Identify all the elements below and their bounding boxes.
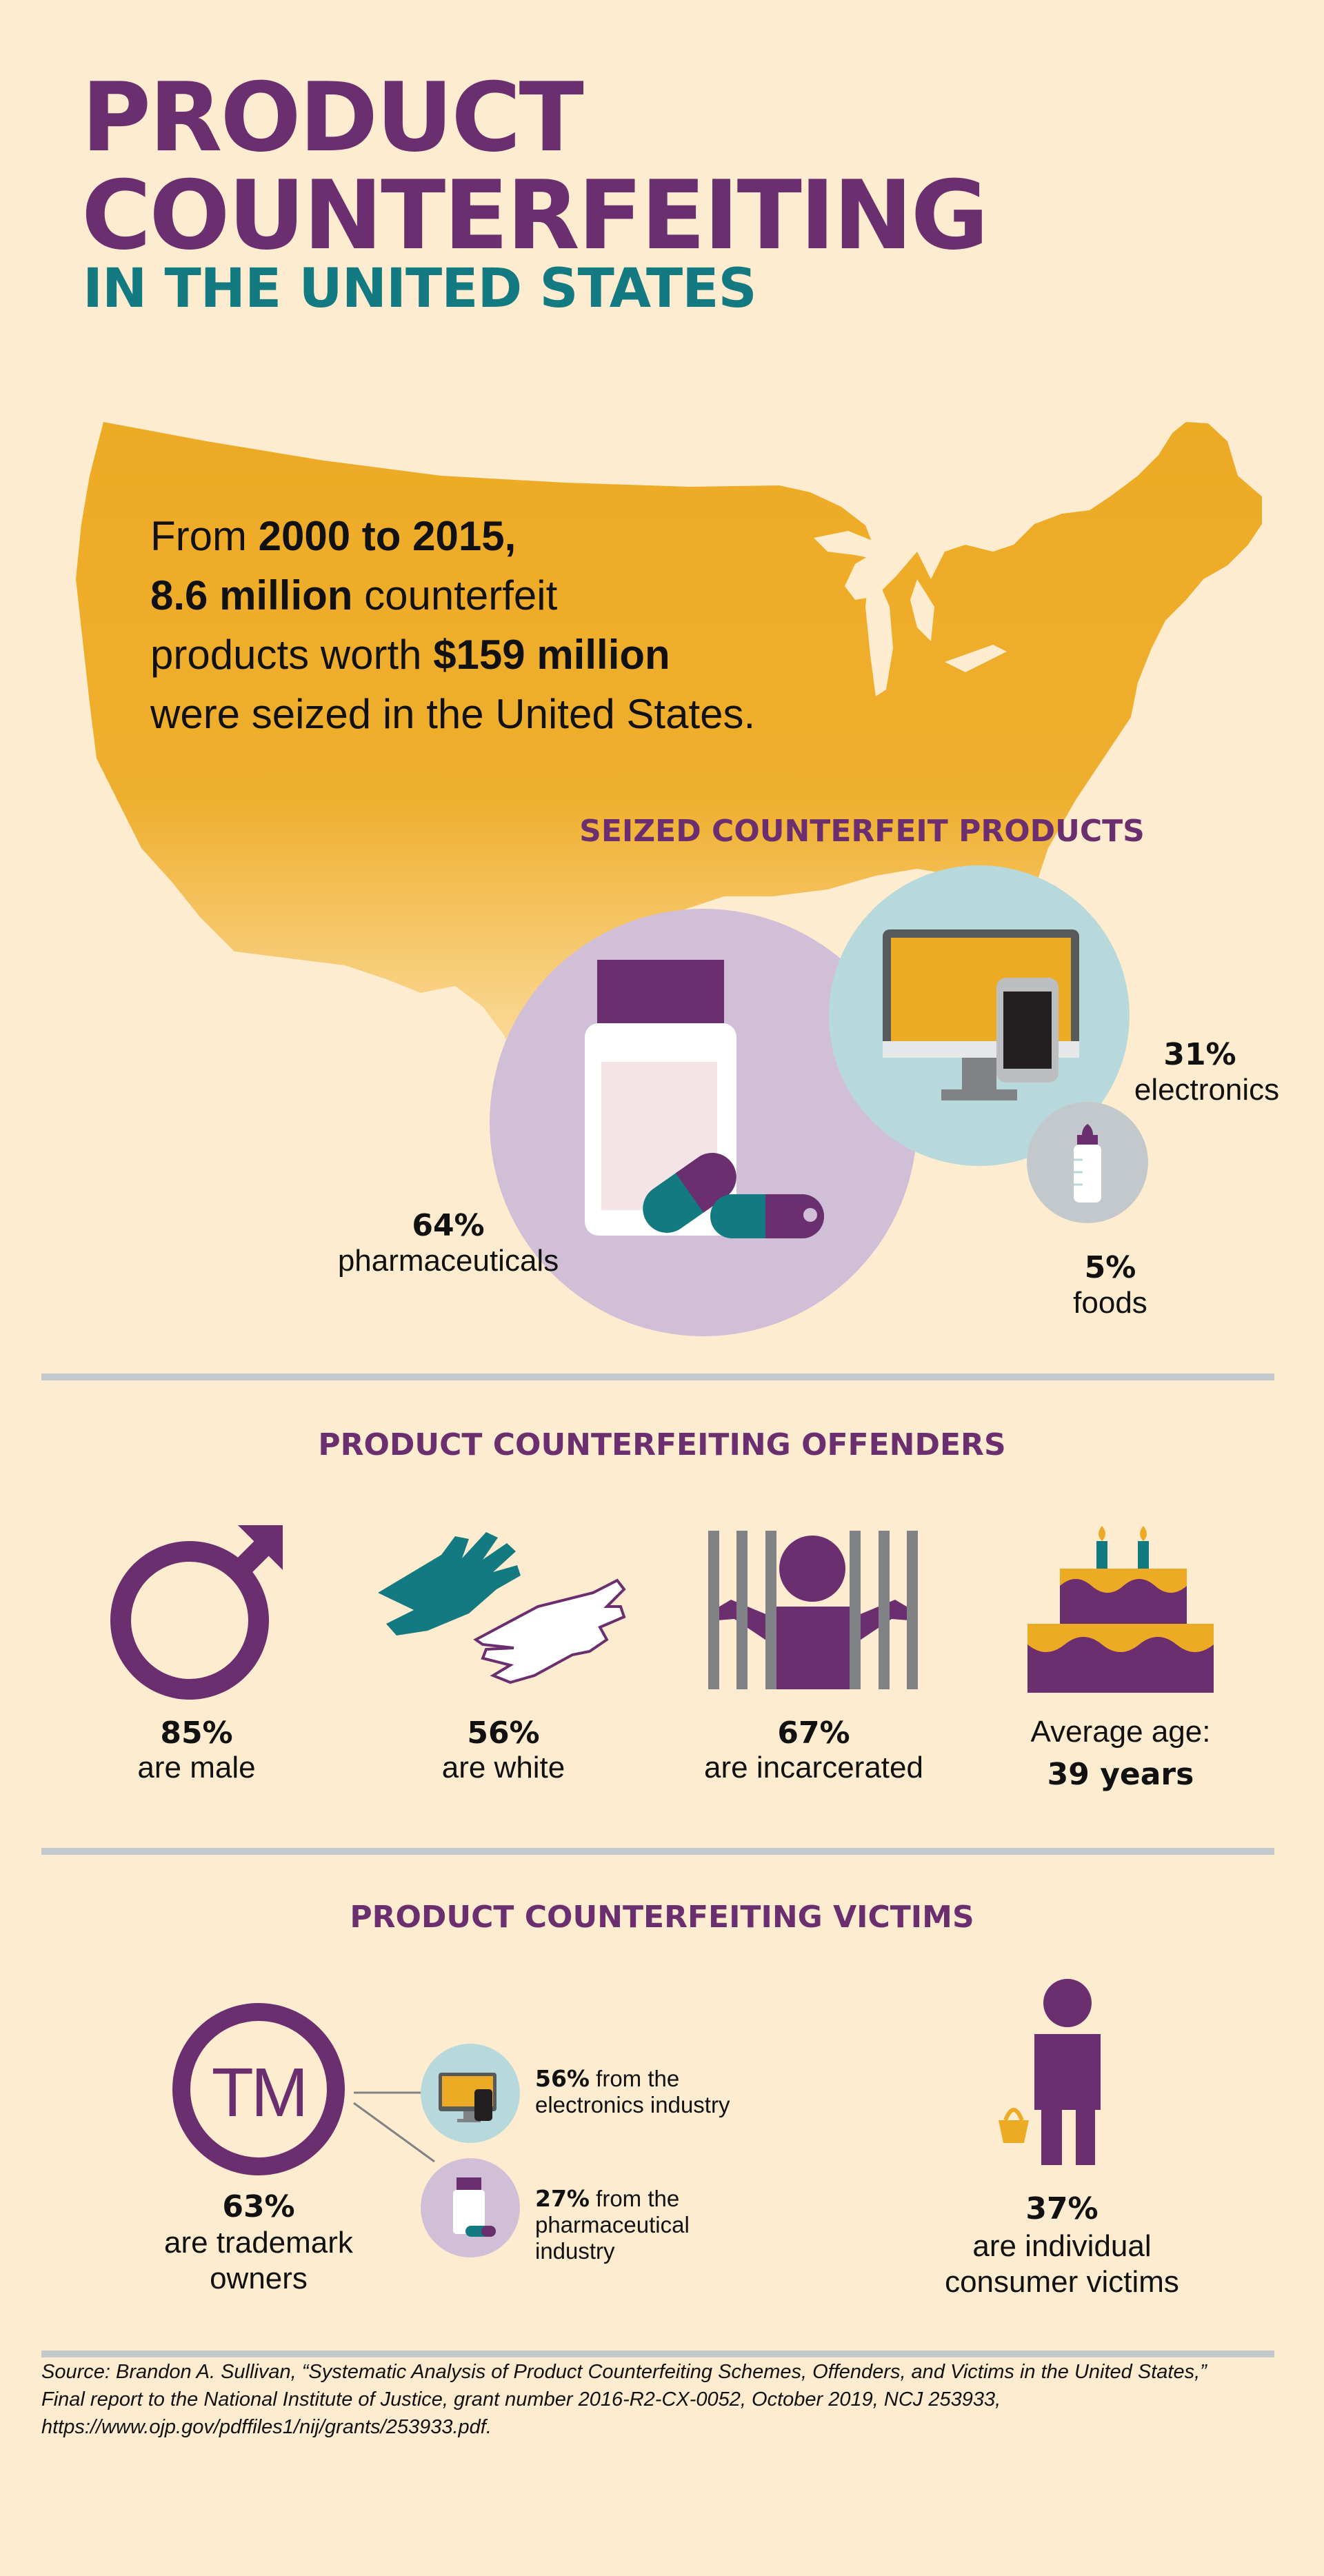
seized-heading: SEIZED COUNTERFEIT PRODUCTS bbox=[579, 814, 1145, 849]
lake-superior bbox=[814, 531, 910, 562]
pharma-percent: 64% bbox=[412, 1208, 485, 1243]
foods-percent: 5% bbox=[1084, 1250, 1136, 1285]
tm-text: TM bbox=[211, 2054, 308, 2131]
pharma-label: pharmaceuticals bbox=[337, 1244, 559, 1278]
lake-huron bbox=[910, 579, 934, 641]
source-citation: Source: Brandon A. Sullivan, “Systematic… bbox=[41, 2361, 1207, 2438]
offenders-heading: PRODUCT COUNTERFEITING OFFENDERS bbox=[318, 1427, 1006, 1462]
intro-text: From 2000 to 2015, 8.6 million counterfe… bbox=[150, 513, 756, 737]
consumer-percent: 37% bbox=[1025, 2191, 1099, 2226]
foods-label: foods bbox=[1073, 1286, 1147, 1320]
trademark-icon bbox=[172, 2003, 435, 2175]
small-pharma-icon bbox=[421, 2158, 520, 2257]
incarcerated-percent: 67% bbox=[777, 1715, 850, 1751]
prisoner-icon bbox=[708, 1531, 918, 1689]
male-percent: 85% bbox=[160, 1715, 233, 1751]
male-symbol-icon bbox=[110, 1525, 283, 1700]
consumer-label: are individual consumer victims bbox=[945, 2229, 1179, 2299]
capsules-icon bbox=[643, 1153, 824, 1238]
hands-icon bbox=[378, 1532, 626, 1684]
victims-heading: PRODUCT COUNTERFEITING VICTIMS bbox=[350, 1900, 974, 1935]
subtitle: IN THE UNITED STATES bbox=[83, 258, 757, 320]
white-label: are white bbox=[441, 1751, 565, 1784]
male-label: are male bbox=[137, 1751, 256, 1784]
age-value: 39 years bbox=[1047, 1757, 1194, 1792]
us-map bbox=[76, 422, 1262, 1103]
incarcerated-label: are incarcerated bbox=[704, 1751, 923, 1784]
divider-2 bbox=[41, 1848, 1274, 1855]
lake-michigan bbox=[865, 562, 893, 696]
divider-3 bbox=[41, 2351, 1274, 2357]
cake-icon bbox=[1027, 1526, 1214, 1693]
trademark-label: are trademark owners bbox=[164, 2226, 353, 2295]
trademark-percent: 63% bbox=[222, 2189, 295, 2224]
age-label: Average age: bbox=[1030, 1715, 1211, 1749]
lake-erie bbox=[945, 645, 1007, 672]
electronics-industry-text: 56% from the electronics industry bbox=[535, 2065, 730, 2118]
electronics-label: electronics bbox=[1134, 1073, 1280, 1107]
white-percent: 56% bbox=[467, 1715, 540, 1751]
consumer-icon bbox=[999, 1979, 1101, 2165]
baby-bottle-icon bbox=[1074, 1124, 1101, 1203]
title-line-2: COUNTERFEITING bbox=[81, 160, 989, 271]
pharma-industry-text: 27% from the pharmaceutical industry bbox=[535, 2185, 690, 2264]
electronics-percent: 31% bbox=[1163, 1037, 1236, 1072]
phone-icon bbox=[996, 978, 1059, 1083]
title-line-1: PRODUCT bbox=[81, 62, 584, 173]
divider-1 bbox=[41, 1373, 1274, 1380]
small-electronics-icon bbox=[421, 2044, 520, 2143]
